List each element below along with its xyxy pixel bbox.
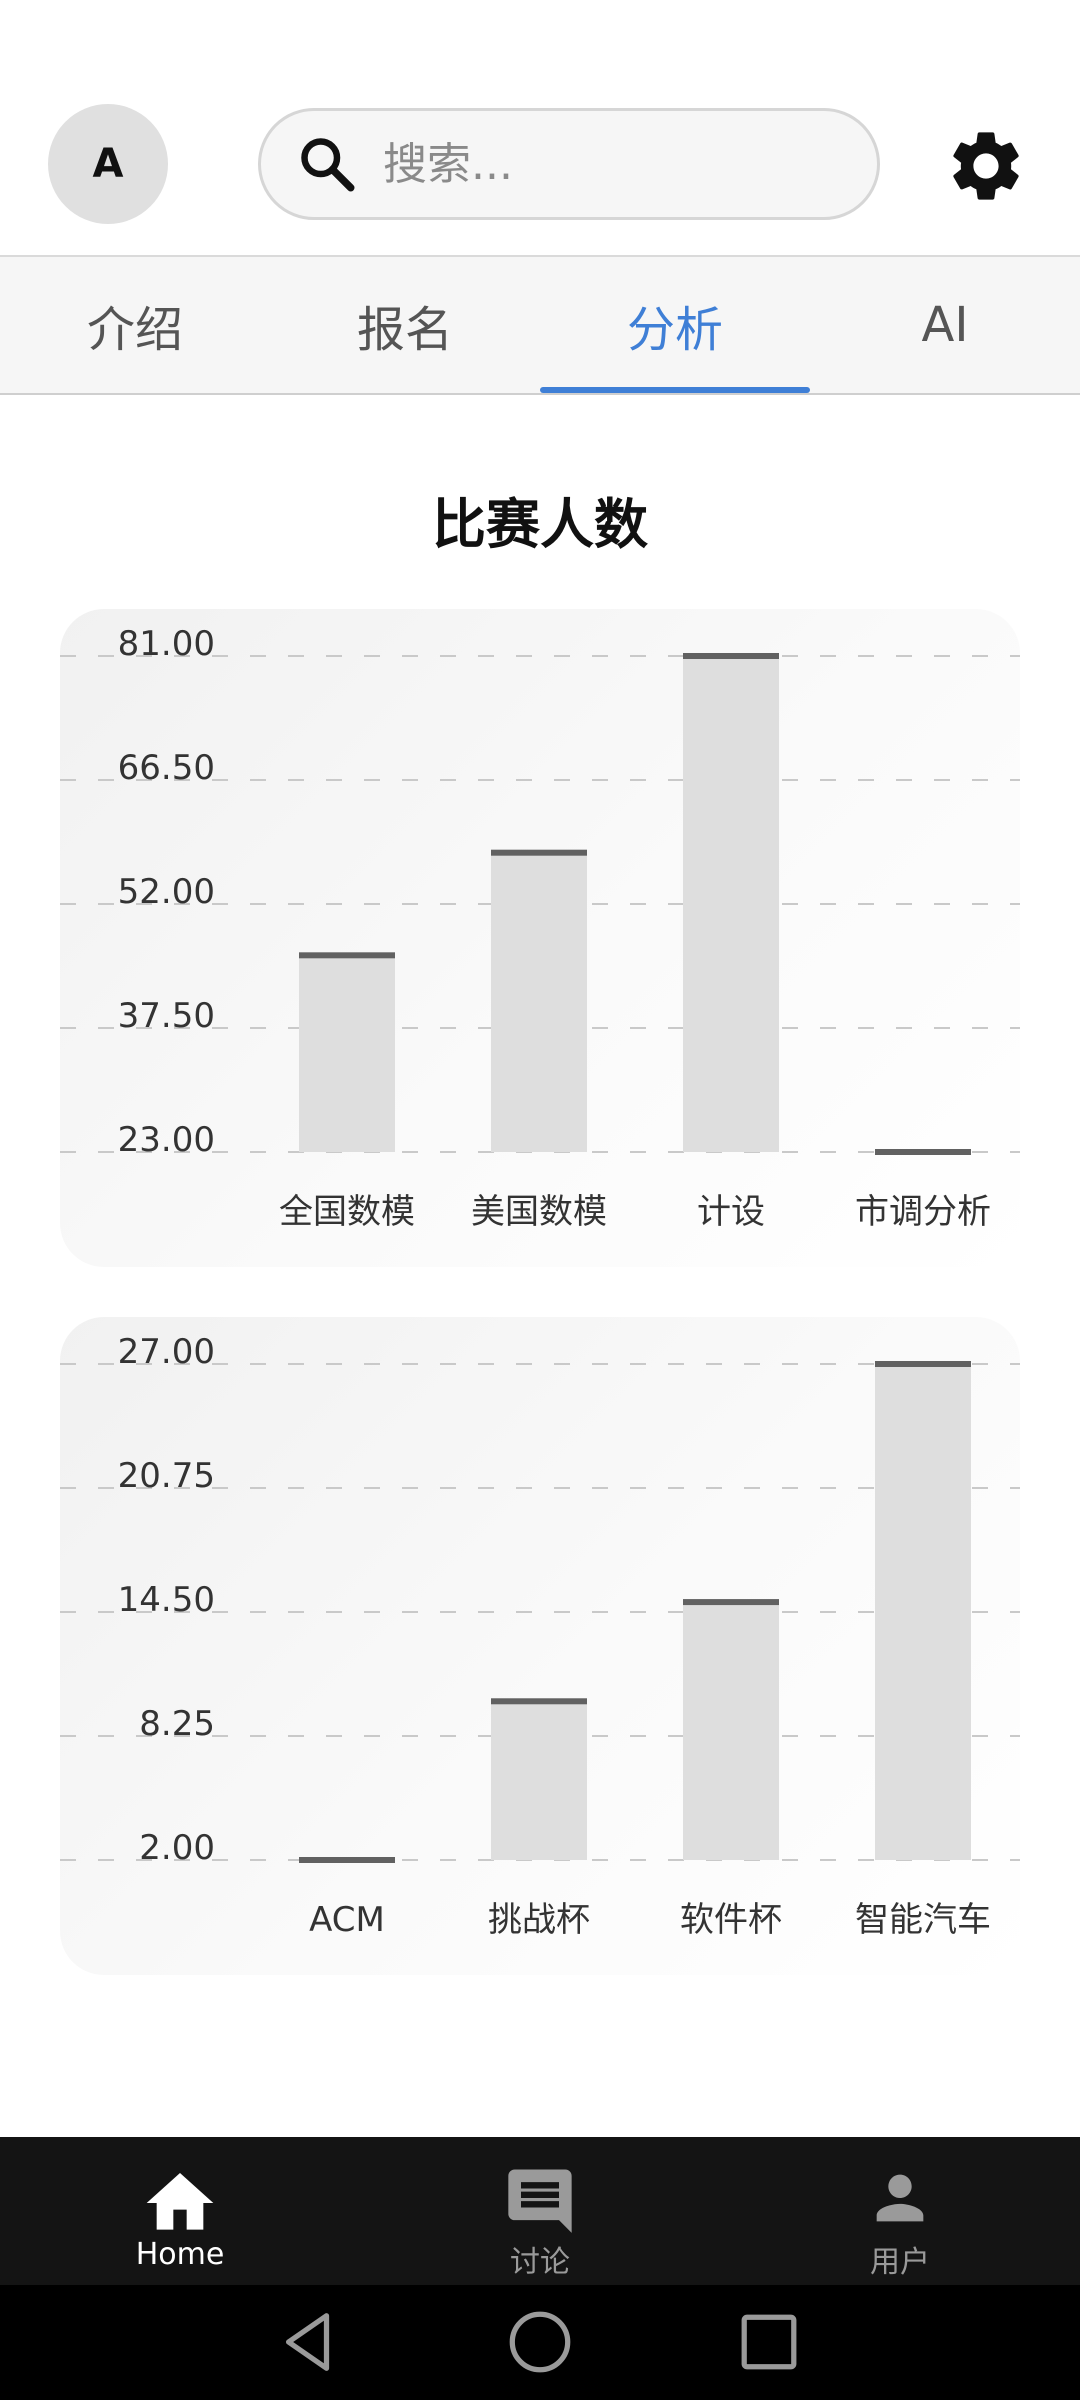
nav-home[interactable]: Home: [0, 2137, 360, 2285]
y-tick-label: 66.50: [118, 748, 215, 788]
tab-intro[interactable]: 介绍: [86, 302, 183, 358]
category-label: 计设: [697, 1192, 765, 1232]
category-label: 软件杯: [680, 1900, 782, 1940]
tab-signup[interactable]: 报名: [356, 302, 453, 358]
bar[interactable]: [491, 852, 587, 1152]
bar-top-cap: [491, 1698, 587, 1705]
chart-card-2: 27.00 20.75 14.50 8.25 2.00 ACM 挑战杯 软件杯 智能汽车: [60, 1317, 1020, 1975]
tab-indicator: [540, 387, 810, 393]
bar-top-cap: [875, 1149, 971, 1155]
bar[interactable]: [299, 955, 395, 1152]
tab-ai[interactable]: AI: [921, 297, 969, 353]
bar-top-cap: [875, 1361, 971, 1367]
y-tick-label: 37.50: [118, 996, 215, 1036]
avatar[interactable]: A: [48, 104, 168, 224]
search-input[interactable]: [381, 137, 845, 191]
avatar-letter: A: [92, 141, 124, 187]
bar[interactable]: [875, 1364, 971, 1860]
home-icon: [146, 2173, 214, 2230]
bar[interactable]: [491, 1701, 587, 1860]
bottom-nav: Home 讨论 用户: [0, 2137, 1080, 2285]
system-nav-bar: [0, 2285, 1080, 2400]
bar-top-cap: [491, 849, 587, 856]
gear-icon[interactable]: [944, 124, 1028, 208]
nav-discuss-label: 讨论: [510, 2245, 570, 2280]
y-tick-label: 2.00: [139, 1828, 215, 1868]
bar-chart-1: 81.00 66.50 52.00 37.50 23.00 全国数模 美国数模 计设 市调分析: [60, 624, 1020, 1232]
y-tick-label: 23.00: [118, 1120, 215, 1160]
category-label: 美国数模: [471, 1192, 607, 1232]
category-label: 智能汽车: [855, 1900, 991, 1940]
tab-bar: 介绍 报名 分析 AI: [0, 255, 1080, 395]
y-tick-label: 14.50: [118, 1580, 215, 1620]
category-label: 全国数模: [279, 1192, 415, 1232]
y-tick-label: 20.75: [118, 1456, 215, 1496]
nav-user[interactable]: 用户: [720, 2137, 1080, 2285]
y-tick-label: 27.00: [118, 1332, 215, 1372]
bar-top-cap: [299, 952, 395, 959]
search-bar[interactable]: [258, 108, 880, 220]
recents-icon[interactable]: [734, 2307, 804, 2377]
search-icon: [301, 138, 355, 192]
y-tick-label: 81.00: [118, 624, 215, 664]
bar-top-cap: [683, 653, 779, 659]
section-title: 比赛人数: [432, 493, 648, 556]
bar[interactable]: [683, 656, 779, 1152]
home-circle-icon[interactable]: [505, 2307, 575, 2377]
category-label: ACM: [309, 1900, 385, 1940]
bar-top-cap: [299, 1857, 395, 1863]
nav-home-label: Home: [135, 2237, 225, 2272]
nav-discuss[interactable]: 讨论: [360, 2137, 720, 2285]
y-tick-label: 8.25: [139, 1704, 215, 1744]
bar-top-cap: [683, 1599, 779, 1606]
person-icon: [876, 2174, 924, 2222]
category-label: 挑战杯: [488, 1900, 590, 1940]
bar[interactable]: [683, 1602, 779, 1860]
nav-user-label: 用户: [870, 2245, 930, 2280]
category-label: 市调分析: [855, 1192, 991, 1232]
y-tick-label: 52.00: [118, 872, 215, 912]
bar-chart-2: 27.00 20.75 14.50 8.25 2.00 ACM 挑战杯 软件杯 智能汽车: [60, 1332, 1020, 1940]
chat-icon: [508, 2169, 572, 2233]
back-icon[interactable]: [274, 2307, 344, 2377]
chart-card-1: 81.00 66.50 52.00 37.50 23.00 全国数模 美国数模 计设 市调分析: [60, 609, 1020, 1267]
tab-analysis[interactable]: 分析: [626, 302, 723, 358]
